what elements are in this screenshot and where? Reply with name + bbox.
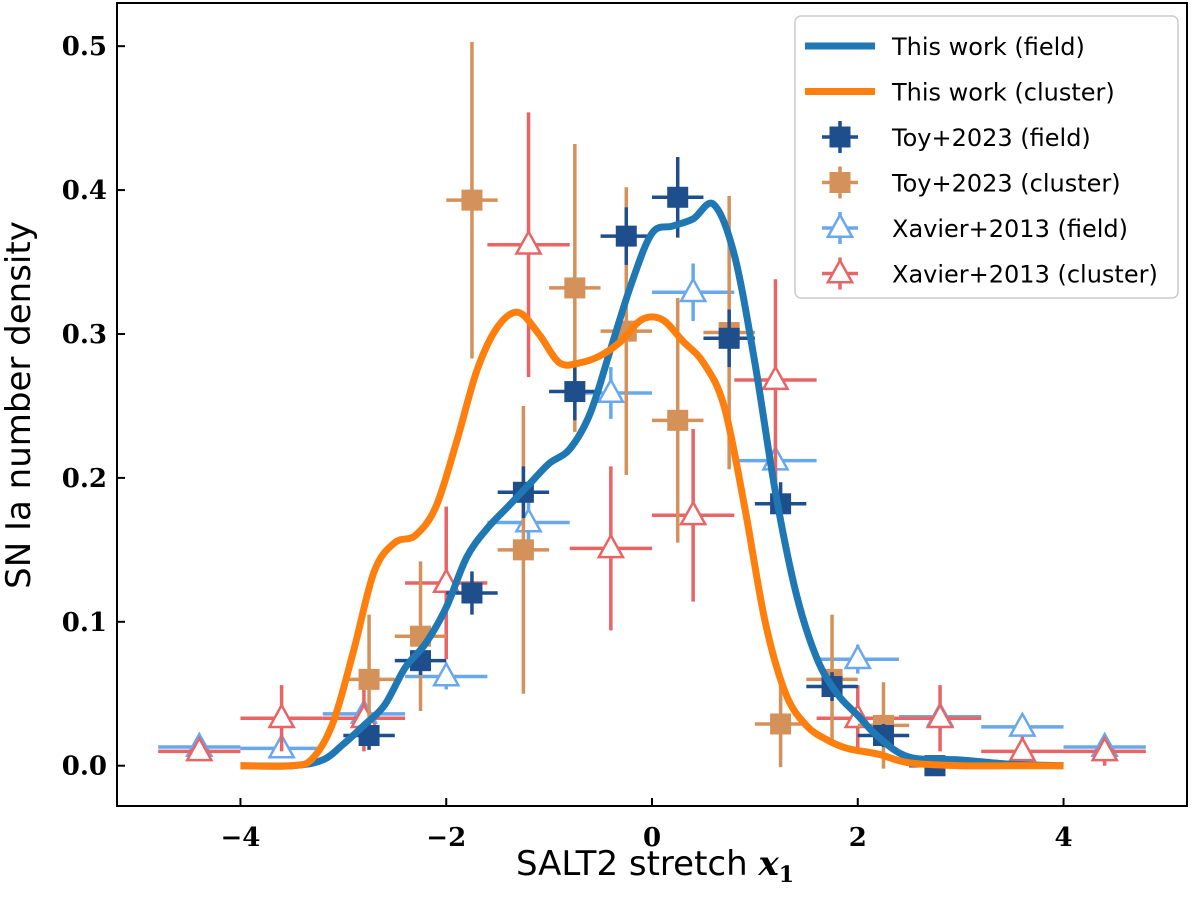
square-marker [512, 539, 534, 561]
square-marker [564, 277, 586, 299]
data-point [734, 279, 817, 481]
triangle-marker [267, 702, 296, 729]
data-point [497, 405, 550, 694]
data-point [898, 685, 982, 752]
legend-label: Toy+2023 (cluster) [891, 170, 1121, 198]
data-point [446, 41, 498, 359]
square-marker [615, 225, 637, 247]
legend-square-marker [829, 126, 851, 148]
data-point [487, 500, 570, 545]
y-tick-label: 0.3 [62, 320, 107, 350]
triangle-marker [761, 364, 790, 391]
legend-triangle-marker [825, 212, 855, 239]
square-marker [461, 189, 483, 211]
curve-this-work-field [240, 199, 1064, 770]
legend-triangle-marker [825, 257, 855, 284]
triangle-marker [514, 506, 543, 533]
data-point [754, 680, 807, 768]
triangle-marker [432, 660, 461, 687]
x-tick-label: 2 [849, 823, 867, 853]
triangle-marker [1008, 735, 1037, 762]
lines-layer [240, 199, 1064, 770]
legend-label: This work (cluster) [891, 79, 1115, 107]
triangle-marker [185, 735, 214, 762]
triangle-marker [678, 499, 708, 526]
legend-label: Xavier+2013 (cluster) [892, 261, 1158, 289]
square-marker [667, 186, 689, 208]
triangle-marker [1008, 711, 1037, 737]
y-tick-label: 0.5 [62, 32, 107, 62]
legend-square-marker [829, 172, 851, 193]
x-tick-label: −4 [221, 823, 261, 853]
y-tick-label: 0.1 [62, 608, 107, 638]
triangle-marker [596, 377, 626, 404]
legend-label: This work (field) [891, 33, 1085, 61]
triangle-marker [514, 229, 543, 255]
data-point [1063, 735, 1146, 766]
data-point [652, 428, 735, 602]
data-point [600, 207, 652, 265]
data-point [569, 466, 652, 631]
plot-area: −4 −2 0 2 4 0.0 0.1 0.2 0.3 0.4 0.5 [62, 2, 1188, 853]
y-tick-label: 0.4 [62, 176, 107, 206]
x-tick-label: 0 [643, 823, 661, 853]
data-point [487, 112, 570, 378]
data-point [549, 362, 601, 421]
legend-label: Toy+2023 (field) [891, 124, 1091, 152]
legend-entry: Xavier+2013 (cluster) [822, 257, 1158, 290]
square-marker [564, 381, 586, 403]
legend-entry: This work (cluster) [805, 79, 1115, 107]
legend-frame [794, 15, 1179, 299]
legend-entry: Xavier+2013 (field) [822, 212, 1128, 244]
square-marker [770, 713, 792, 735]
data-point [652, 263, 735, 322]
legend-label: Xavier+2013 (field) [892, 215, 1128, 243]
legend-entry: This work (field) [805, 33, 1085, 61]
legend-entry: Toy+2023 (field) [822, 121, 1091, 153]
data-point [981, 711, 1064, 737]
triangle-marker [843, 643, 872, 670]
series-xavier-2013-field [158, 263, 1146, 759]
data-point [446, 571, 498, 615]
y-axis-label: SN Ia number density [0, 221, 39, 589]
data-point [703, 309, 755, 368]
data-point [158, 735, 241, 762]
y-tick-label: 0.2 [62, 464, 107, 494]
data-point [981, 735, 1064, 766]
curve-this-work-cluster [240, 308, 1064, 770]
triangle-marker [1090, 735, 1119, 762]
square-marker [358, 668, 380, 690]
square-marker [461, 582, 483, 604]
legend-entry: Toy+2023 (cluster) [822, 166, 1121, 199]
square-marker [667, 409, 689, 431]
y-tick-label: 0.0 [62, 752, 107, 782]
x-tick-label: 4 [1054, 823, 1072, 853]
square-marker [718, 327, 740, 349]
x-tick-label: −2 [426, 823, 466, 853]
triangle-marker [925, 702, 955, 729]
legend: This work (field) This work (cluster) Toy+… [794, 15, 1179, 299]
data-point [240, 685, 323, 752]
triangle-marker [596, 532, 626, 559]
x-axis-label: SALT2 stretch x1 [516, 844, 794, 888]
triangle-marker [678, 276, 708, 303]
ticks-layer: −4 −2 0 2 4 0.0 0.1 0.2 0.3 0.4 0.5 [62, 32, 1073, 853]
